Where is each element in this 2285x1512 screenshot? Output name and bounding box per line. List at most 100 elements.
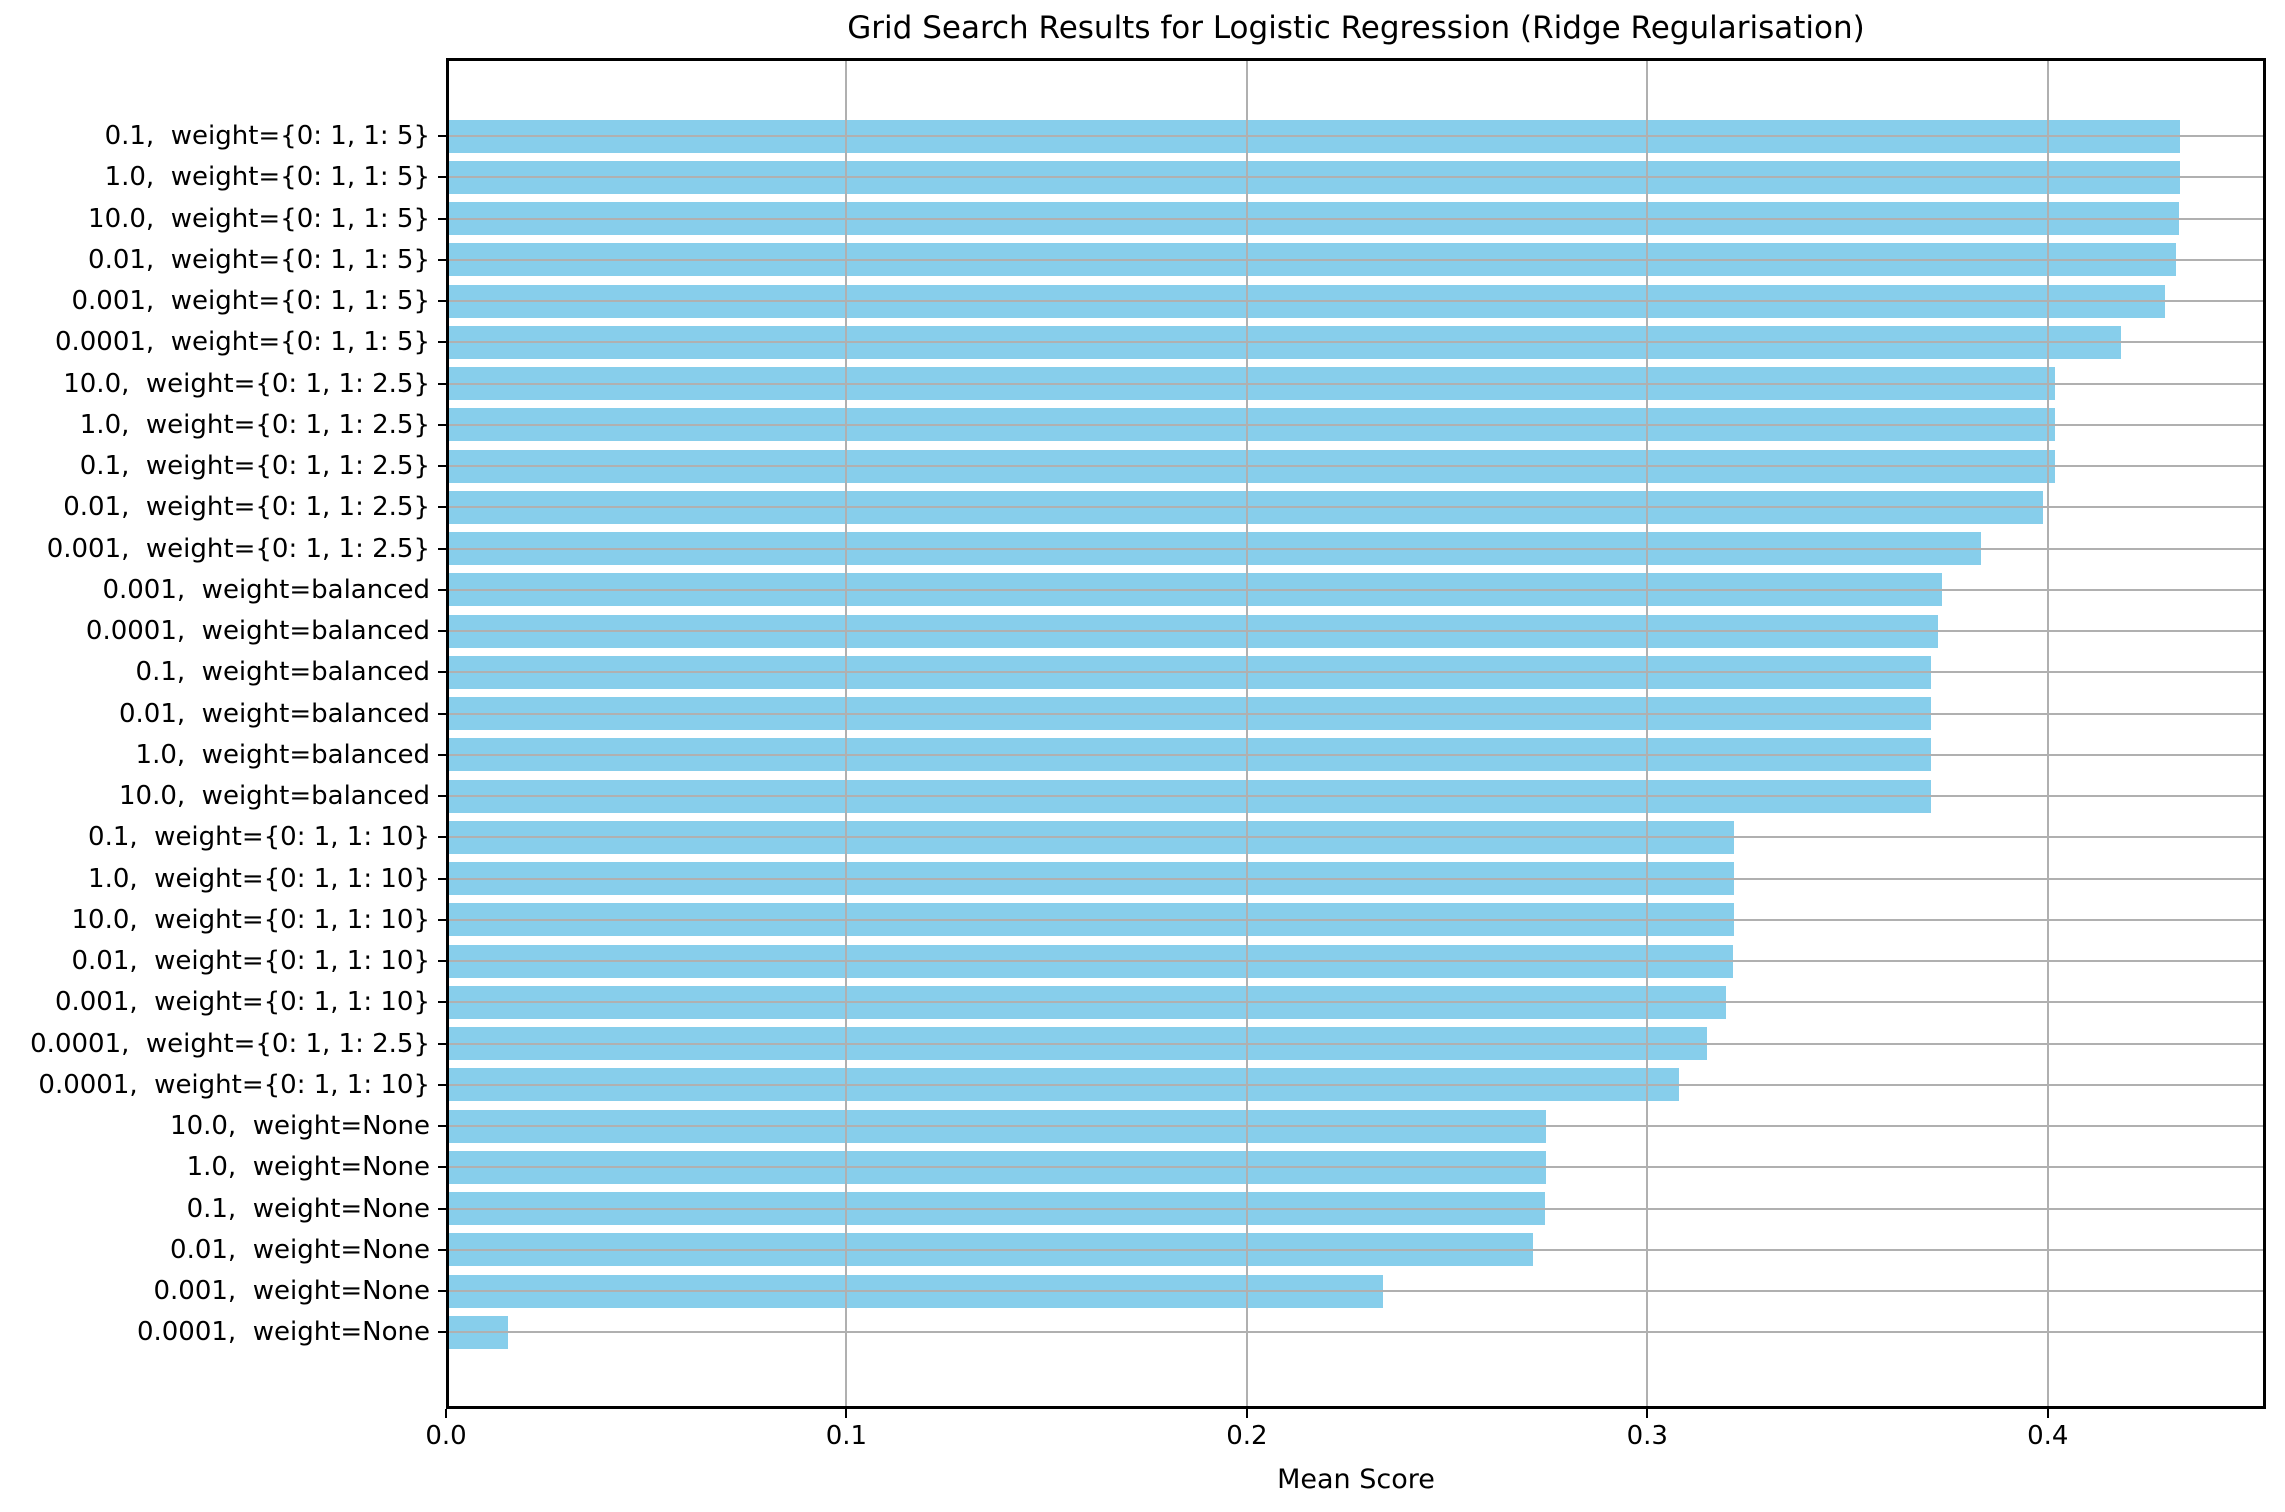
y-tick: [438, 1001, 446, 1004]
y-tick: [438, 465, 446, 467]
x-tick-label: 0.0: [425, 1421, 467, 1451]
h-gridline: [446, 1166, 2266, 1169]
y-tick: [438, 258, 446, 261]
h-gridline: [446, 1331, 2266, 1334]
y-tick-label: 0.01, weight={0: 1, 1: 10}: [71, 946, 430, 976]
y-tick-label: 0.1, weight={0: 1, 1: 10}: [88, 822, 430, 853]
y-tick-label: 0.0001, weight=balanced: [85, 616, 430, 646]
y-tick-label: 0.0001, weight={0: 1, 1: 2.5}: [30, 1028, 430, 1059]
x-tick-label: 0.4: [2027, 1421, 2069, 1451]
y-tick-label: 0.001, weight={0: 1, 1: 2.5}: [46, 533, 430, 564]
h-gridline: [446, 1042, 2266, 1045]
y-tick: [438, 712, 446, 715]
h-gridline: [446, 547, 2266, 550]
y-tick-label: 0.1, weight=balanced: [135, 657, 430, 688]
h-gridline: [446, 712, 2266, 715]
y-tick-label: 10.0, weight=None: [170, 1111, 430, 1141]
y-tick-label: 0.1, weight={0: 1, 1: 2.5}: [79, 451, 430, 481]
h-gridline: [446, 300, 2266, 302]
y-tick: [438, 1083, 446, 1086]
h-gridline: [446, 1207, 2266, 1210]
y-tick: [438, 1331, 446, 1334]
y-tick-label: 0.1, weight=None: [186, 1193, 430, 1224]
y-tick-label: 1.0, weight={0: 1, 1: 10}: [88, 863, 430, 894]
y-tick-label: 0.001, weight={0: 1, 1: 5}: [71, 286, 430, 316]
y-tick: [438, 753, 446, 756]
y-tick: [438, 795, 446, 797]
h-gridline: [446, 671, 2266, 674]
h-gridline: [446, 1248, 2266, 1251]
y-tick-label: 0.1, weight={0: 1, 1: 5}: [104, 121, 430, 151]
y-tick: [438, 176, 446, 179]
h-gridline: [446, 1125, 2266, 1127]
y-tick: [438, 1166, 446, 1169]
h-gridline: [446, 217, 2266, 220]
y-tick-label: 10.0, weight=balanced: [119, 781, 430, 811]
y-tick-label: 1.0, weight=balanced: [135, 739, 430, 770]
h-gridline: [446, 258, 2266, 261]
h-gridline: [446, 465, 2266, 467]
h-gridline: [446, 176, 2266, 179]
y-tick: [438, 1290, 446, 1292]
y-tick-label: 1.0, weight={0: 1, 1: 5}: [104, 162, 430, 193]
h-gridline: [446, 1001, 2266, 1004]
y-tick-label: 10.0, weight={0: 1, 1: 5}: [88, 203, 430, 234]
h-gridline: [446, 877, 2266, 880]
y-tick: [438, 1042, 446, 1045]
y-tick: [438, 630, 446, 632]
x-tick-label: 0.1: [825, 1421, 868, 1451]
y-tick: [438, 877, 446, 880]
chart-title: Grid Search Results for Logistic Regress…: [847, 10, 1865, 46]
y-tick-label: 1.0, weight={0: 1, 1: 2.5}: [79, 409, 430, 440]
y-tick: [438, 341, 446, 344]
y-tick-label: 0.01, weight={0: 1, 1: 2.5}: [63, 492, 430, 523]
y-tick-label: 0.01, weight=balanced: [119, 698, 430, 729]
h-gridline: [446, 1290, 2266, 1292]
h-gridline: [446, 382, 2266, 385]
h-gridline: [446, 341, 2266, 344]
y-tick-label: 0.01, weight=None: [170, 1234, 430, 1265]
y-tick: [438, 836, 446, 839]
y-tick: [438, 547, 446, 550]
y-tick-label: 10.0, weight={0: 1, 1: 2.5}: [63, 368, 430, 399]
v-gridline: [1245, 58, 1248, 1409]
y-tick: [438, 1248, 446, 1251]
y-tick-label: 10.0, weight={0: 1, 1: 10}: [71, 904, 430, 935]
y-tick-label: 0.0001, weight=None: [136, 1317, 430, 1348]
x-tick: [2046, 1409, 2049, 1418]
x-tick: [1245, 1409, 1248, 1418]
y-tick: [438, 300, 446, 302]
h-gridline: [446, 795, 2266, 797]
y-tick: [438, 918, 446, 921]
y-tick-label: 0.01, weight={0: 1, 1: 5}: [88, 244, 430, 275]
y-tick-label: 0.0001, weight={0: 1, 1: 5}: [54, 327, 430, 358]
y-tick-label: 0.001, weight=None: [153, 1276, 430, 1306]
h-gridline: [446, 423, 2266, 426]
y-tick: [438, 382, 446, 385]
h-gridline: [446, 630, 2266, 632]
y-tick: [438, 135, 446, 137]
v-gridline: [1646, 58, 1649, 1409]
h-gridline: [446, 135, 2266, 137]
h-gridline: [446, 588, 2266, 591]
y-tick-label: 0.0001, weight={0: 1, 1: 10}: [38, 1069, 430, 1100]
h-gridline: [446, 1083, 2266, 1086]
y-tick: [438, 1125, 446, 1127]
y-tick: [438, 217, 446, 220]
y-tick-label: 0.001, weight={0: 1, 1: 10}: [54, 987, 430, 1018]
y-tick: [438, 506, 446, 509]
y-tick: [438, 423, 446, 426]
h-gridline: [446, 836, 2266, 839]
y-tick-label: 1.0, weight=None: [186, 1152, 430, 1183]
v-gridline: [2046, 58, 2049, 1409]
y-tick: [438, 671, 446, 674]
x-tick: [845, 1409, 848, 1418]
v-gridline: [845, 58, 848, 1409]
h-gridline: [446, 918, 2266, 921]
x-tick-label: 0.2: [1226, 1421, 1268, 1451]
h-gridline: [446, 960, 2266, 962]
y-tick-label: 0.001, weight=balanced: [102, 574, 430, 605]
x-axis-title: Mean Score: [1277, 1464, 1435, 1495]
x-tick: [445, 1409, 447, 1418]
